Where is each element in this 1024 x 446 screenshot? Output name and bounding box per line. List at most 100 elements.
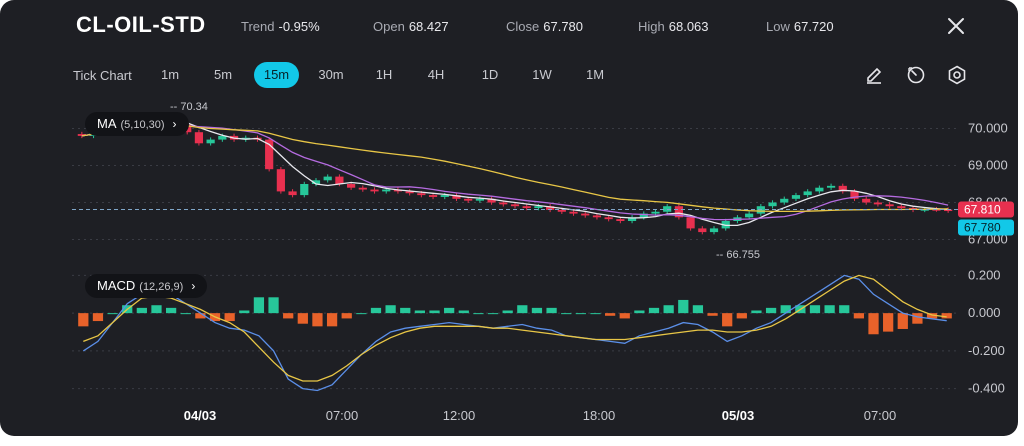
- macd-histogram-bar: [414, 310, 426, 314]
- candle: [686, 217, 695, 229]
- candle: [803, 191, 812, 196]
- macd-histogram-bar: [400, 307, 411, 314]
- macd-histogram-bar: [487, 313, 499, 315]
- candle: [311, 180, 321, 184]
- macd-histogram-bar: [151, 305, 162, 314]
- close-value: 67.780: [543, 19, 584, 34]
- candle: [815, 187, 824, 192]
- candle: [639, 213, 648, 218]
- macd-histogram-bar: [692, 305, 704, 314]
- macd-histogram-bar: [297, 313, 308, 324]
- macd-histogram-bar: [283, 313, 294, 319]
- low-value: 67.720: [793, 19, 834, 34]
- candle: [674, 206, 683, 218]
- ma-indicator-pill[interactable]: MA (5,10,30) ›: [85, 112, 189, 136]
- macd-histogram-bar: [590, 313, 601, 315]
- draw-pencil-icon[interactable]: [863, 64, 885, 86]
- candle: [698, 228, 707, 233]
- candle: [487, 198, 496, 203]
- indicator-gauge-icon[interactable]: [905, 64, 927, 86]
- candle: [627, 217, 637, 221]
- candle: [651, 211, 660, 214]
- ma30-line: [81, 124, 949, 213]
- macd-histogram-bar: [824, 305, 835, 314]
- candle: [581, 213, 590, 216]
- candle: [768, 202, 777, 207]
- timeframe-1m[interactable]: 1m: [160, 67, 180, 82]
- timeframe-toolbar: Tick Chart 1m 5m 15m 30m 1H 4H 1D 1W 1M: [0, 60, 1018, 90]
- candle: [616, 219, 625, 221]
- candle: [510, 204, 520, 207]
- candle: [475, 198, 484, 201]
- candle: [300, 184, 309, 196]
- candle: [592, 215, 602, 218]
- macd-histogram-bar: [531, 307, 543, 314]
- macd-name: MACD: [97, 278, 136, 293]
- macd-histogram-bar: [809, 305, 821, 314]
- candle: [897, 206, 906, 209]
- candle: [604, 217, 613, 220]
- timeframe-5m[interactable]: 5m: [213, 67, 233, 82]
- candle: [663, 206, 672, 212]
- close-icon[interactable]: [944, 14, 968, 38]
- close-stat: Close 67.780: [506, 19, 583, 34]
- timeframe-1mo[interactable]: 1M: [585, 67, 605, 82]
- ma5-line: [81, 120, 949, 227]
- macd-histogram-bar: [912, 313, 923, 324]
- timeframe-30m[interactable]: 30m: [318, 67, 344, 82]
- timeframe-1d[interactable]: 1D: [481, 67, 499, 82]
- tick-chart-tab[interactable]: Tick Chart: [73, 68, 132, 83]
- settings-gear-icon[interactable]: [946, 64, 968, 86]
- candle: [206, 139, 215, 144]
- close-price-label: 67.780: [964, 221, 1001, 235]
- macd-histogram-bar: [385, 305, 396, 314]
- candle: [335, 176, 344, 184]
- close-price-badge: [958, 219, 1014, 236]
- macd-histogram-bar: [165, 307, 177, 314]
- candle: [417, 193, 426, 196]
- macd-histogram-bar: [180, 313, 191, 315]
- candle: [745, 213, 754, 218]
- macd-histogram-bar: [897, 313, 908, 329]
- ma-name: MA: [97, 116, 117, 131]
- macd-histogram-bar: [136, 307, 147, 314]
- macd-histogram-bar: [736, 313, 747, 319]
- macd-indicator-pill[interactable]: MACD (12,26,9) ›: [85, 274, 208, 298]
- candle: [440, 195, 449, 197]
- candle: [464, 198, 473, 201]
- macd-tick-label: 0.000: [968, 305, 1001, 320]
- macd-histogram-bar: [312, 313, 323, 327]
- macd-histogram-bar: [341, 313, 352, 319]
- macd-histogram-bar: [444, 307, 455, 314]
- close-label: Close: [506, 19, 540, 34]
- macd-tick-label: 0.200: [968, 267, 1001, 282]
- candle: [370, 189, 379, 192]
- macd-histogram-bar: [765, 307, 777, 314]
- candle: [546, 206, 555, 210]
- candle: [944, 209, 953, 212]
- header-bar: CL-OIL-STD Trend -0.95% Open 68.427 Close 6…: [0, 0, 1018, 50]
- trend-stat: Trend -0.95%: [241, 19, 320, 34]
- macd-histogram-bar: [370, 307, 382, 314]
- macd-tick-label: -0.400: [968, 381, 1005, 396]
- chart-panel: CL-OIL-STD Trend -0.95% Open 68.427 Close 6…: [0, 0, 1018, 436]
- current-price-label: 67.810: [964, 203, 1001, 217]
- time-tick-label: 07:00: [326, 408, 359, 423]
- candle: [288, 191, 297, 196]
- macd-histogram-bar: [663, 305, 674, 314]
- macd-histogram-bar: [678, 299, 689, 314]
- macd-histogram-bar: [268, 297, 279, 314]
- candle: [276, 169, 285, 192]
- open-stat: Open 68.427: [373, 19, 449, 34]
- candle: [347, 184, 356, 188]
- macd-histogram-bar: [458, 310, 469, 314]
- timeframe-4h[interactable]: 4H: [427, 67, 445, 82]
- candle: [194, 132, 204, 144]
- timeframe-1w[interactable]: 1W: [532, 67, 552, 82]
- timeframe-1h[interactable]: 1H: [375, 67, 393, 82]
- price-chart[interactable]: 70.00069.00068.00067.0000.2000.000-0.200…: [0, 98, 1018, 436]
- timeframe-15m[interactable]: 15m: [254, 62, 299, 88]
- candle: [862, 198, 871, 203]
- low-stat: Low 67.720: [766, 19, 834, 34]
- macd-params: (12,26,9): [139, 281, 184, 293]
